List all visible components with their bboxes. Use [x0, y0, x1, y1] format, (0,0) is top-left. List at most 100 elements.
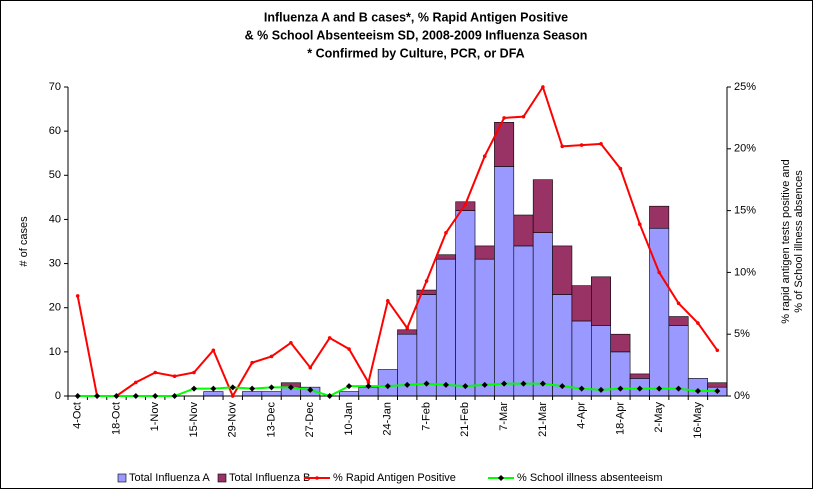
bar-segment — [552, 245, 573, 295]
y2-tick-label: 15% — [734, 205, 756, 217]
chart-title: * Confirmed by Culture, PCR, or DFA — [307, 46, 524, 60]
line-marker — [482, 154, 487, 159]
x-tick-label: 24-Jan — [382, 402, 394, 436]
chart-title: & % School Absenteeism SD, 2008-2009 Inf… — [245, 28, 588, 42]
x-tick-label: 7-Feb — [420, 402, 432, 431]
line-marker — [444, 231, 448, 235]
x-tick-label: 15-Nov — [188, 402, 200, 438]
line-marker — [172, 374, 177, 379]
line-marker — [153, 370, 158, 375]
line-marker — [501, 380, 508, 387]
line-marker — [520, 380, 527, 387]
line-marker — [268, 384, 275, 391]
bar-segment — [629, 373, 650, 379]
legend-label: % Rapid Antigen Positive — [333, 472, 456, 484]
bar-segment — [591, 325, 612, 397]
legend-swatch — [117, 473, 127, 483]
line-marker — [539, 380, 546, 387]
y-tick-label: 20 — [49, 302, 61, 314]
bar-segment — [242, 391, 263, 397]
line-marker — [405, 326, 409, 330]
bar-segment — [571, 285, 592, 322]
x-tick-label: 29-Nov — [227, 402, 239, 438]
bar-segment — [455, 210, 476, 397]
bar-segment — [494, 122, 515, 167]
line-marker — [190, 385, 197, 392]
x-tick-label: 13-Dec — [265, 402, 277, 438]
line-marker — [75, 294, 80, 298]
line-marker — [636, 385, 643, 392]
bar-segment — [707, 382, 728, 388]
line-marker — [210, 385, 217, 392]
bar-segment — [435, 254, 456, 260]
bar-segment — [339, 391, 360, 397]
line-marker — [579, 143, 584, 147]
line-marker — [481, 381, 488, 388]
bar-segment — [513, 245, 534, 397]
x-tick-label: 18-Apr — [614, 402, 626, 435]
line-marker — [74, 393, 81, 399]
y-tick-label: 60 — [49, 125, 61, 137]
line-marker — [289, 341, 293, 345]
line-marker — [618, 166, 623, 171]
y2-tick-label: 10% — [734, 266, 756, 278]
line-series — [77, 382, 718, 398]
bar-segment — [649, 205, 670, 229]
bar-segment — [261, 391, 282, 397]
y2-axis-title: % of School illness absences — [793, 170, 805, 313]
y-tick-label: 70 — [49, 81, 61, 93]
y2-tick-label: 0% — [734, 390, 750, 402]
x-tick-label: 4-Oct — [72, 402, 84, 429]
legend-marker — [315, 476, 319, 480]
legend-marker — [498, 475, 504, 481]
x-tick-label: 4-Apr — [576, 402, 588, 429]
line-marker — [675, 385, 682, 392]
line-marker — [617, 385, 624, 392]
bar-segment — [435, 258, 456, 397]
bar-segment — [668, 316, 689, 326]
bar-segment — [474, 258, 495, 397]
bar-segment — [416, 289, 437, 295]
line-marker — [462, 383, 469, 390]
chart-title: Influenza A and B cases*, % Rapid Antige… — [264, 10, 568, 24]
y2-tick-label: 25% — [734, 81, 756, 93]
x-tick-label: 2-May — [653, 402, 665, 433]
line-marker — [599, 142, 603, 146]
line-marker — [229, 384, 236, 391]
y-tick-label: 40 — [49, 213, 61, 225]
line-marker — [134, 380, 138, 385]
bar-segment — [397, 329, 418, 335]
bar-segment — [532, 179, 553, 233]
line-marker — [521, 114, 526, 119]
line-marker — [404, 381, 411, 388]
bar-segment — [610, 333, 631, 353]
legend-label: Total Influenza B — [229, 472, 310, 484]
y2-tick-label: 5% — [734, 328, 750, 340]
line-marker — [676, 301, 681, 306]
bar-segment — [494, 166, 515, 397]
bar-segment — [532, 232, 553, 397]
line-marker — [113, 393, 120, 399]
x-tick-label: 1-Nov — [149, 402, 161, 432]
line-marker — [249, 385, 256, 392]
line-marker — [694, 388, 701, 395]
line-marker — [327, 336, 332, 340]
x-tick-label: 18-Oct — [110, 402, 122, 435]
x-tick-label: 21-Feb — [459, 402, 471, 437]
y2-tick-label: 20% — [734, 143, 756, 155]
line-marker — [541, 85, 545, 89]
y-axis-title: # of cases — [18, 216, 30, 267]
bar-segment — [513, 214, 534, 247]
line-marker — [308, 365, 313, 370]
line-marker — [366, 380, 371, 385]
y-tick-label: 10 — [49, 346, 61, 358]
y-tick-label: 50 — [49, 169, 61, 181]
line-marker — [171, 393, 178, 399]
line-marker — [307, 386, 314, 393]
line-marker — [384, 383, 391, 390]
bar-segment — [571, 320, 592, 397]
y-tick-label: 0 — [55, 390, 61, 402]
line-marker — [696, 321, 700, 325]
y-tick-label: 30 — [49, 257, 61, 269]
